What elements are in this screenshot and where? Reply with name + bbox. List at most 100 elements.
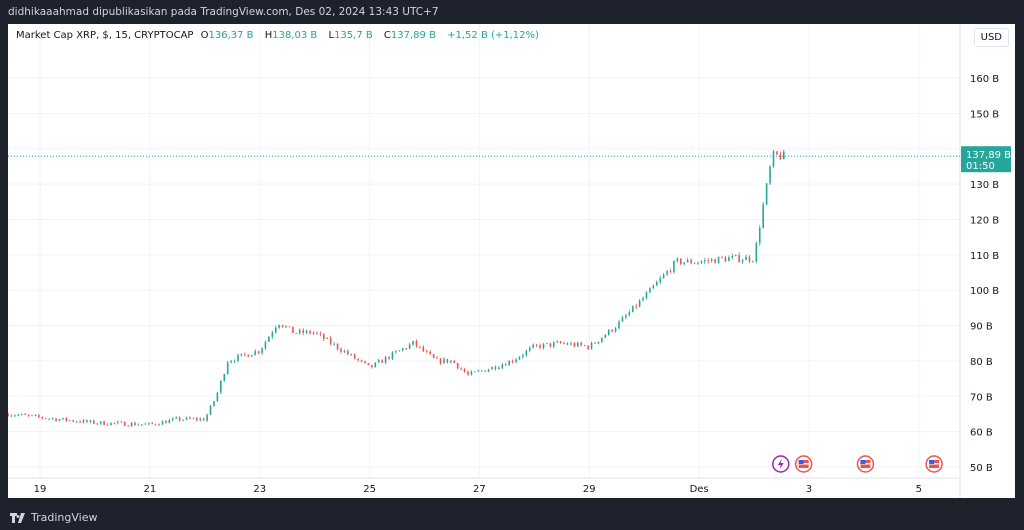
candle-body [17, 414, 20, 416]
x-tick-label: 25 [363, 484, 376, 495]
candle-body [491, 366, 493, 370]
y-tick-label: 160 B [970, 74, 999, 85]
candle-body [185, 417, 188, 420]
candle-body [700, 261, 703, 263]
candle-body [165, 421, 167, 424]
price-chart[interactable]: 50 B 60 B 70 B 80 B 90 B 100 B 110 B 120 B 130 B… [8, 24, 1015, 498]
candle-body [216, 392, 219, 402]
candle-body [419, 346, 421, 348]
candle-body [680, 258, 682, 265]
candle-body [68, 420, 71, 422]
candle-body [587, 345, 589, 349]
candle-body [305, 330, 308, 334]
candle-body [202, 418, 205, 421]
y-tick-label: 50 B [970, 463, 993, 474]
candle-body [745, 256, 747, 261]
candle-body [552, 342, 555, 347]
candle-body [621, 317, 624, 322]
candle-body [326, 337, 329, 339]
candle-body [329, 337, 332, 344]
candle-body [522, 355, 524, 357]
candle-body [755, 243, 758, 262]
candle-body [405, 348, 407, 350]
candle-body [285, 326, 287, 328]
y-tick-label: 70 B [970, 392, 993, 403]
candle-body [357, 358, 359, 361]
candle-body [158, 424, 160, 426]
candle-body [353, 354, 356, 359]
candle-body [20, 414, 23, 415]
candle-body [597, 341, 600, 344]
high-label: H [264, 30, 273, 41]
candle-body [498, 367, 500, 370]
candle-body [264, 341, 267, 349]
candle-body [772, 151, 775, 167]
candle-body [247, 354, 250, 357]
candle-body [99, 421, 102, 424]
candle-body [611, 329, 613, 332]
candle-body [432, 354, 435, 358]
candle-body [408, 344, 411, 349]
candle-body [693, 263, 696, 265]
candle-body [614, 328, 617, 332]
candle-body [257, 351, 260, 353]
candle-body [268, 336, 270, 342]
x-tick-label: 27 [473, 484, 486, 495]
candle-body [748, 256, 751, 262]
candle-body [443, 358, 445, 364]
x-tick-label: 3 [806, 484, 812, 495]
candle-body [487, 369, 490, 372]
candle-body [62, 417, 64, 420]
y-tick-label: 80 B [970, 357, 993, 368]
candle-body [151, 422, 153, 424]
close-label: C [383, 30, 391, 41]
candle-body [429, 351, 432, 355]
candle-body [230, 361, 232, 363]
candle-body [51, 418, 54, 420]
candle-body [93, 420, 95, 424]
candle-body [666, 271, 668, 275]
candle-body [388, 357, 390, 359]
candle-body [477, 370, 480, 372]
candle-body [244, 353, 246, 355]
candle-body [24, 414, 26, 415]
candle-body [220, 380, 222, 393]
candle-body [333, 343, 335, 345]
candle-body [532, 344, 535, 348]
lightning-glyph [777, 459, 784, 469]
flag-canton [929, 460, 935, 464]
chart-panel[interactable]: 50 B 60 B 70 B 80 B 90 B 100 B 110 B 120 B 130 B… [8, 24, 1015, 498]
open-label: O [200, 30, 209, 41]
candle-body [518, 356, 521, 360]
candle-body [82, 420, 85, 423]
ohlc-legend: Market Cap XRP, $, 15, CRYPTOCAP O136,37… [16, 30, 543, 41]
x-tick-label: 29 [583, 484, 596, 495]
candle-body [717, 256, 720, 264]
candle-body [381, 360, 383, 363]
tradingview-logo-icon [10, 512, 25, 523]
candle-body [343, 351, 346, 352]
candle-body [422, 346, 425, 352]
candle-body [583, 345, 586, 346]
candle-body [209, 405, 212, 415]
flag-canton [860, 460, 866, 464]
candle-body [570, 343, 572, 345]
candle-body [319, 333, 322, 335]
candle-body [316, 332, 318, 334]
candle-body [34, 415, 37, 416]
candle-body [501, 364, 504, 368]
candle-body [340, 349, 342, 352]
currency-button[interactable]: USD [973, 28, 1009, 47]
candle-body [395, 351, 397, 353]
candle-body [446, 358, 449, 363]
candle-body [65, 417, 68, 421]
footer-brand[interactable]: TradingView [10, 511, 97, 524]
candle-body [676, 258, 679, 261]
candle-body [89, 420, 92, 422]
candle-body [539, 345, 541, 348]
candle-body [563, 343, 565, 344]
candle-body [364, 361, 366, 364]
candle-body [367, 363, 370, 366]
candle-body [758, 227, 761, 244]
candle-body [261, 348, 263, 353]
